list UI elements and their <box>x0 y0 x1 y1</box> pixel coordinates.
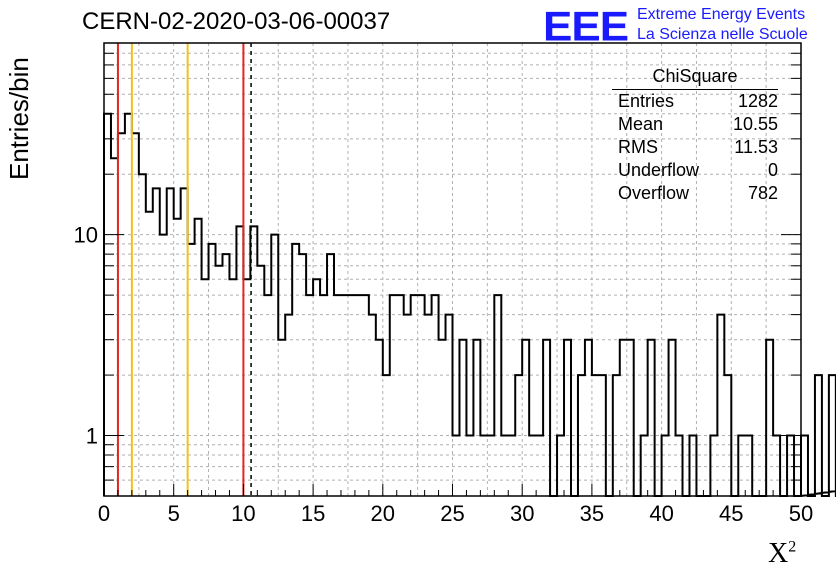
x-tick-label: 0 <box>98 501 110 526</box>
x-axis-label-sup: 2 <box>788 538 797 556</box>
x-tick-label: 10 <box>231 501 255 526</box>
x-axis-label: X2 <box>768 538 796 570</box>
stats-label: Underflow <box>618 160 700 180</box>
x-tick-label: 30 <box>510 501 534 526</box>
stats-label: Mean <box>618 114 664 134</box>
logo-line-1: Extreme Energy Events <box>637 6 806 23</box>
stats-label: Entries <box>618 91 675 111</box>
stats-header: ChiSquare <box>612 66 778 90</box>
stats-label: RMS <box>618 137 658 157</box>
stats-value: 11.53 <box>734 137 778 157</box>
x-tick-label: 25 <box>440 501 464 526</box>
x-tick-label: 40 <box>649 501 673 526</box>
stats-value: 782 <box>747 183 778 203</box>
stats-value: 10.55 <box>732 114 778 134</box>
logo-line-2: La Scienza nelle Scuole <box>637 26 808 43</box>
x-tick-label: 50 <box>789 501 813 526</box>
stats-box: ChiSquare Entries 1282 Mean 10.55 RMS 11.53… <box>610 66 778 205</box>
eee-logo: EEE <box>543 3 629 50</box>
x-tick-label: 5 <box>168 501 180 526</box>
stats-value: 0 <box>767 160 778 180</box>
stats-row-entries: Entries 1282 <box>610 90 778 113</box>
x-tick-label: 45 <box>719 501 743 526</box>
x-axis-label-base: X <box>768 538 789 569</box>
histogram-series <box>103 112 836 497</box>
y-tick-label: 10 <box>74 223 98 248</box>
x-tick-label: 15 <box>301 501 325 526</box>
stats-row-underflow: Underflow 0 <box>610 159 778 182</box>
x-tick-label: 35 <box>580 501 604 526</box>
chart-title: CERN-02-2020-03-06-00037 <box>82 8 391 35</box>
x-tick-label: 20 <box>371 501 395 526</box>
stats-row-overflow: Overflow 782 <box>610 182 778 205</box>
stats-label: Overflow <box>618 183 690 203</box>
stats-row-mean: Mean 10.55 <box>610 113 778 136</box>
stats-value: 1282 <box>737 91 778 111</box>
y-tick-label: 1 <box>86 424 98 449</box>
stats-row-rms: RMS 11.53 <box>610 136 778 159</box>
